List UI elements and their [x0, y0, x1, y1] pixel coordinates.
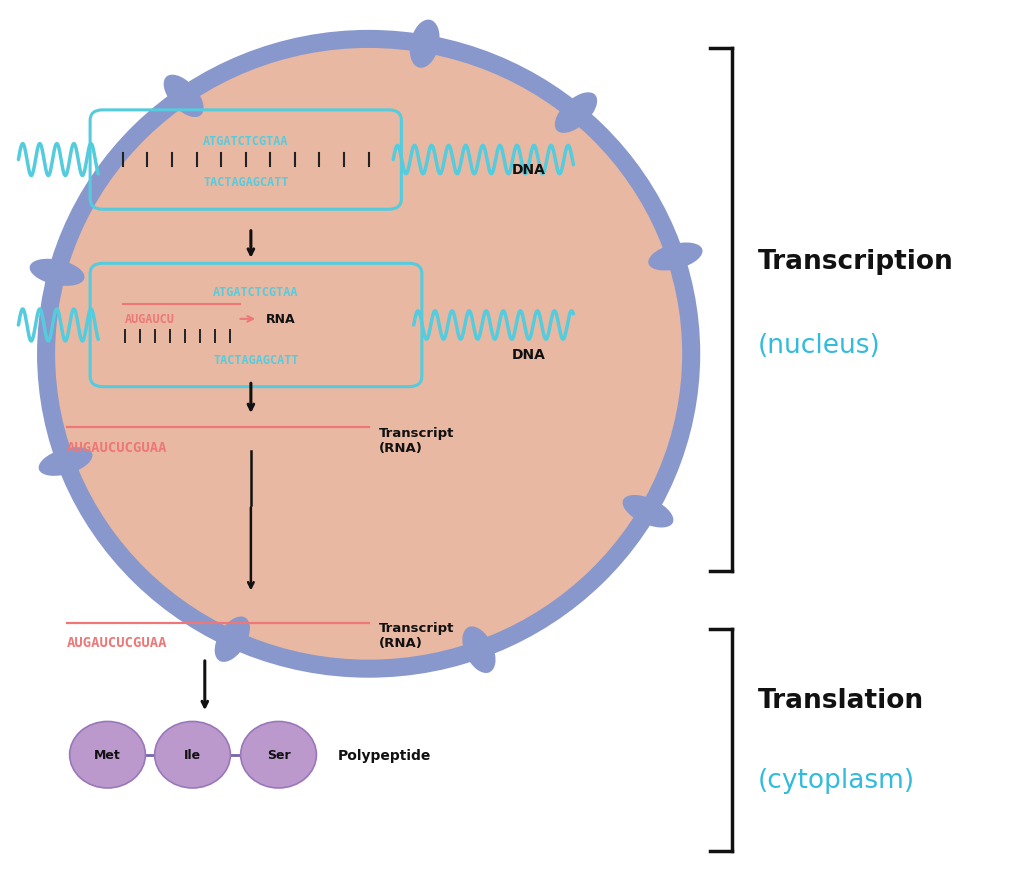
- Ellipse shape: [39, 447, 92, 477]
- Ellipse shape: [30, 260, 85, 286]
- Text: AUGAUCUCGUAA: AUGAUCUCGUAA: [67, 635, 167, 649]
- Text: Transcript
(RNA): Transcript (RNA): [379, 426, 455, 455]
- Text: ATGATCTCGTAA: ATGATCTCGTAA: [213, 285, 299, 299]
- Text: Ile: Ile: [184, 749, 201, 761]
- Ellipse shape: [155, 721, 230, 789]
- Ellipse shape: [61, 56, 676, 653]
- Text: AUGAUCU: AUGAUCU: [125, 313, 175, 326]
- Text: Ser: Ser: [266, 749, 291, 761]
- Text: RNA: RNA: [266, 313, 296, 326]
- Ellipse shape: [410, 20, 439, 69]
- Ellipse shape: [555, 93, 597, 134]
- Text: Translation: Translation: [758, 687, 924, 713]
- Text: ATGATCTCGTAA: ATGATCTCGTAA: [203, 135, 289, 147]
- Ellipse shape: [463, 626, 496, 673]
- Text: TACTAGAGCATT: TACTAGAGCATT: [203, 175, 289, 189]
- Text: (nucleus): (nucleus): [758, 332, 881, 359]
- Ellipse shape: [164, 75, 204, 118]
- Text: Polypeptide: Polypeptide: [338, 748, 431, 762]
- Text: Transcription: Transcription: [758, 248, 953, 275]
- Text: AUGAUCUCGUAA: AUGAUCUCGUAA: [67, 440, 167, 455]
- Ellipse shape: [70, 721, 145, 789]
- Text: TACTAGAGCATT: TACTAGAGCATT: [213, 354, 299, 367]
- Text: Met: Met: [94, 749, 121, 761]
- Ellipse shape: [46, 40, 691, 669]
- Ellipse shape: [215, 617, 250, 662]
- Ellipse shape: [241, 721, 316, 789]
- Ellipse shape: [623, 495, 674, 528]
- Text: (cytoplasm): (cytoplasm): [758, 766, 914, 793]
- Text: DNA: DNA: [512, 163, 546, 176]
- Text: DNA: DNA: [512, 347, 546, 361]
- Ellipse shape: [648, 244, 702, 271]
- Text: Transcript
(RNA): Transcript (RNA): [379, 621, 455, 649]
